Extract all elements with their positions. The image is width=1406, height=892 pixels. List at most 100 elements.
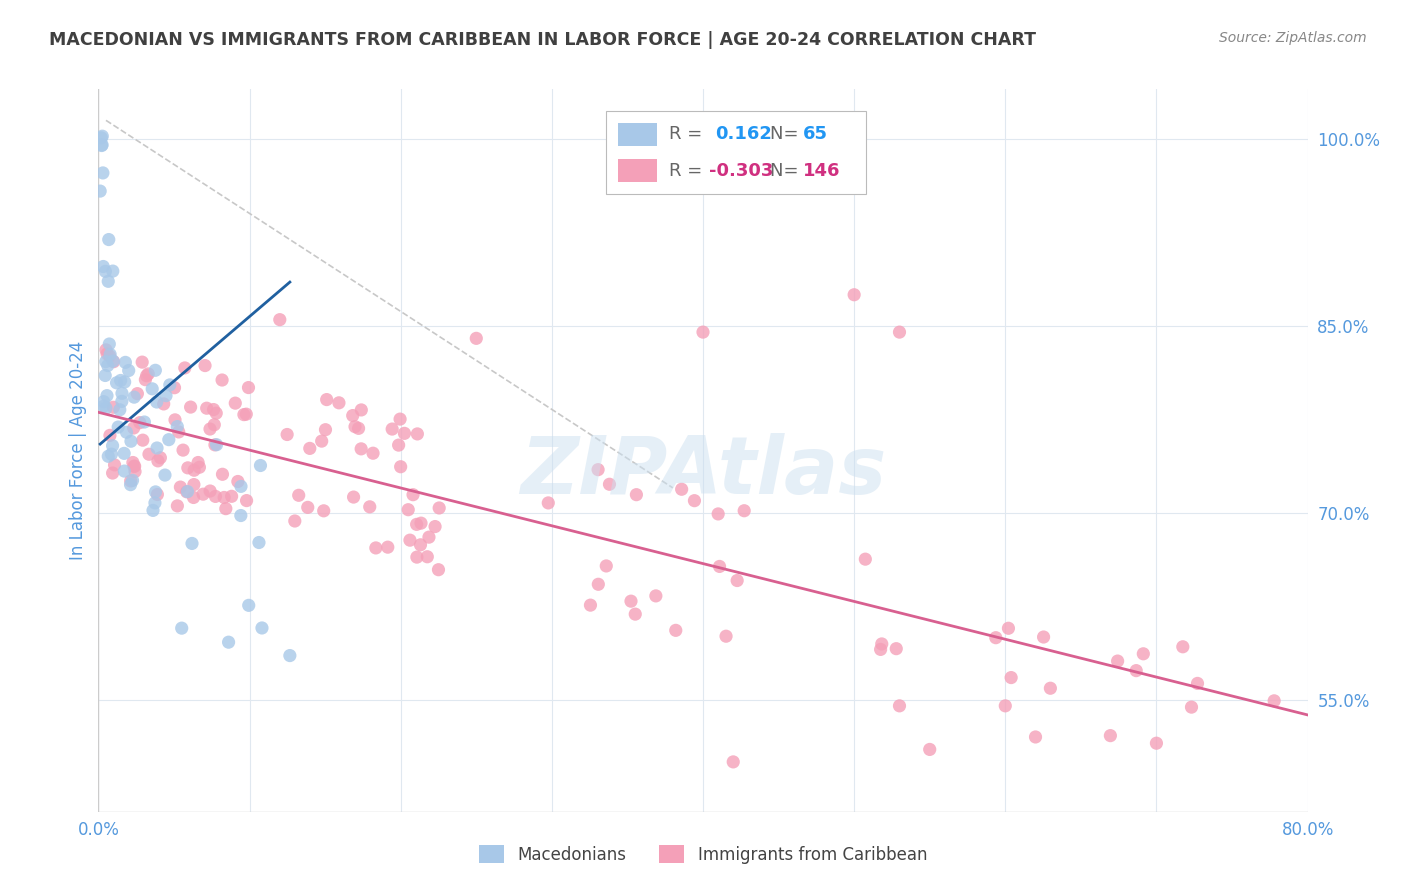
Point [101,439,124,453]
Point [707,507,730,521]
Point [205,438,228,452]
Point [1263,694,1285,708]
Text: -0.303: -0.303 [709,161,773,179]
Point [204,438,226,452]
Point [211,467,233,482]
Text: N=: N= [769,161,804,179]
Point [98,337,121,351]
Point [247,535,270,549]
Point [586,463,609,477]
Point [315,392,337,407]
Point [226,475,249,489]
Point [127,386,149,401]
Point [145,395,167,409]
Point [146,441,169,455]
Point [1132,647,1154,661]
Point [155,389,177,403]
Point [423,519,446,533]
Point [143,496,166,510]
Point [98,428,121,442]
Point [588,577,610,591]
Point [166,499,188,513]
Point [328,396,350,410]
Point [396,502,419,516]
Point [683,493,706,508]
Point [671,482,693,496]
Point [94,343,117,357]
Point [359,500,381,514]
Point [94,354,117,368]
Point [114,355,136,369]
Point [188,460,211,475]
Point [187,456,209,470]
Point [427,500,450,515]
Point [276,427,298,442]
Point [170,621,193,635]
Point [595,558,617,573]
Point [224,396,246,410]
Point [232,408,254,422]
Point [1024,730,1046,744]
Point [121,474,143,488]
Point [884,641,907,656]
Point [733,504,755,518]
Point [180,400,202,414]
Point [1125,664,1147,678]
Point [115,425,138,440]
Text: 146: 146 [803,161,841,179]
Point [141,382,163,396]
Point [198,422,221,436]
Point [1039,681,1062,696]
Point [212,491,235,505]
Point [205,406,228,420]
Text: 0.162: 0.162 [716,125,772,143]
Point [105,376,128,390]
Point [215,501,238,516]
Point [146,487,169,501]
Point [120,477,142,491]
Point [389,412,412,426]
Point [97,233,120,247]
Point [889,698,911,713]
Point [122,459,145,474]
Point [723,755,745,769]
Point [342,409,364,423]
Point [93,394,115,409]
Point [166,419,188,434]
Point [364,541,387,555]
Point [350,442,373,456]
Point [644,589,666,603]
Text: ZIPAtlas: ZIPAtlas [520,434,886,511]
Point [134,415,156,429]
Point [218,635,240,649]
Point [118,363,141,377]
Point [110,374,132,388]
Point [238,599,260,613]
Point [97,359,120,373]
Point [918,742,941,756]
Point [626,488,648,502]
Point [100,447,122,461]
Point [96,347,118,361]
Point [342,490,364,504]
Point [97,274,120,288]
Point [249,458,271,473]
Point [889,325,911,339]
Point [128,416,150,430]
Point [159,377,181,392]
Point [91,166,114,180]
Point [157,433,180,447]
Point [146,454,169,468]
Point [122,455,145,469]
FancyBboxPatch shape [619,159,657,182]
Point [211,373,233,387]
Point [93,399,115,413]
Point [108,402,131,417]
Point [465,331,488,345]
Point [90,131,112,145]
Point [870,637,893,651]
Point [91,260,114,274]
Point [692,325,714,339]
Point [853,552,876,566]
Point [418,530,440,544]
